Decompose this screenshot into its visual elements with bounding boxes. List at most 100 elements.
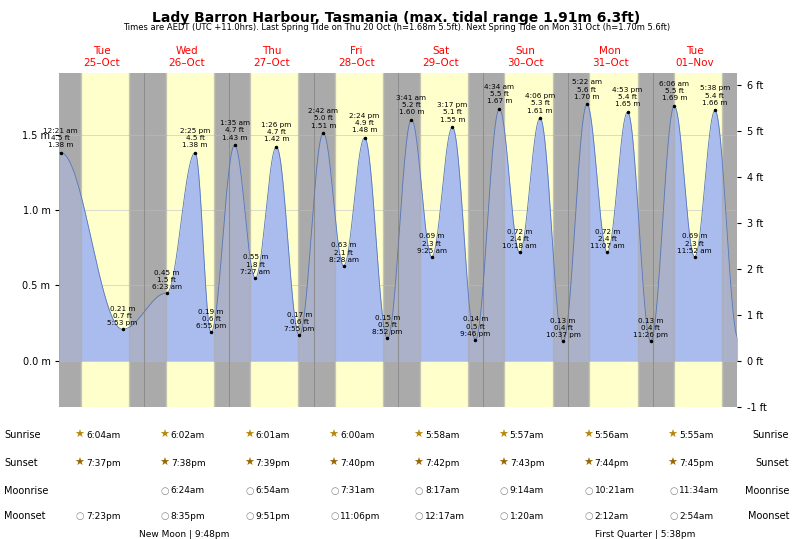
Bar — [638, 73, 653, 407]
Text: Moonrise: Moonrise — [745, 486, 789, 496]
Text: 8:35pm: 8:35pm — [170, 512, 205, 521]
Text: ★: ★ — [75, 458, 84, 468]
Text: 2:54am: 2:54am — [680, 512, 714, 521]
Bar — [553, 73, 568, 407]
Bar — [144, 73, 166, 407]
Text: ○: ○ — [415, 486, 423, 496]
Text: 2:24 pm
4.9 ft
1.48 m: 2:24 pm 4.9 ft 1.48 m — [350, 113, 380, 133]
Text: 4:34 am
5.5 ft
1.67 m: 4:34 am 5.5 ft 1.67 m — [485, 84, 515, 105]
Text: ○: ○ — [76, 511, 84, 521]
Bar — [251, 73, 298, 407]
Text: 7:44pm: 7:44pm — [595, 459, 629, 467]
Text: Sunrise: Sunrise — [753, 430, 789, 440]
Text: ★: ★ — [583, 458, 593, 468]
Text: 0.72 m
2.4 ft
10:18 am: 0.72 m 2.4 ft 10:18 am — [502, 229, 537, 249]
Text: First Quarter | 5:38pm: First Quarter | 5:38pm — [595, 530, 695, 539]
Text: 1:26 pm
4.7 ft
1.42 m: 1:26 pm 4.7 ft 1.42 m — [261, 122, 292, 142]
Text: ★: ★ — [498, 430, 508, 440]
Text: Sunset: Sunset — [4, 458, 37, 468]
Text: 6:00am: 6:00am — [340, 431, 374, 440]
Text: 6:04am: 6:04am — [86, 431, 121, 440]
Text: ○: ○ — [245, 486, 254, 496]
Text: Sunset: Sunset — [756, 458, 789, 468]
Text: 5:22 am
5.6 ft
1.70 m: 5:22 am 5.6 ft 1.70 m — [572, 79, 602, 100]
Text: ★: ★ — [75, 430, 84, 440]
Text: 5:38 pm
5.4 ft
1.66 m: 5:38 pm 5.4 ft 1.66 m — [700, 86, 730, 106]
Text: 4:53 pm
5.4 ft
1.65 m: 4:53 pm 5.4 ft 1.65 m — [612, 87, 642, 107]
Text: 2:42 am
5.0 ft
1.51 m: 2:42 am 5.0 ft 1.51 m — [308, 108, 339, 129]
Text: 8:17am: 8:17am — [425, 486, 459, 495]
Text: ○: ○ — [669, 486, 678, 496]
Text: 6:24am: 6:24am — [170, 486, 205, 495]
Text: ★: ★ — [244, 458, 254, 468]
Bar — [468, 73, 483, 407]
Text: ★: ★ — [159, 430, 169, 440]
Text: 5:57am: 5:57am — [510, 431, 544, 440]
Text: ○: ○ — [330, 511, 339, 521]
Text: 1:20am: 1:20am — [510, 512, 544, 521]
Text: 6:02am: 6:02am — [170, 431, 205, 440]
Text: ○: ○ — [584, 486, 593, 496]
Text: 0.14 m
0.5 ft
9:46 pm: 0.14 m 0.5 ft 9:46 pm — [460, 316, 491, 337]
Text: 6:54am: 6:54am — [255, 486, 289, 495]
Bar — [589, 73, 638, 407]
Text: 11:34am: 11:34am — [680, 486, 719, 495]
Text: 7:38pm: 7:38pm — [170, 459, 205, 467]
Bar — [737, 73, 741, 407]
Text: Lady Barron Harbour, Tasmania (max. tidal range 1.91m 6.3ft): Lady Barron Harbour, Tasmania (max. tida… — [152, 11, 641, 25]
Bar — [335, 73, 383, 407]
Bar — [673, 73, 722, 407]
Bar — [383, 73, 398, 407]
Text: 0.45 m
1.5 ft
6:23 am: 0.45 m 1.5 ft 6:23 am — [151, 270, 182, 290]
Text: ★: ★ — [668, 458, 678, 468]
Text: 7:23pm: 7:23pm — [86, 512, 121, 521]
Text: 2:25 pm
4.5 ft
1.38 m: 2:25 pm 4.5 ft 1.38 m — [180, 128, 210, 148]
Bar — [59, 73, 81, 407]
Bar — [166, 73, 213, 407]
Text: 0.69 m
2.3 ft
9:25 am: 0.69 m 2.3 ft 9:25 am — [417, 233, 446, 254]
Text: 6:01am: 6:01am — [255, 431, 290, 440]
Text: ★: ★ — [413, 430, 423, 440]
Text: 9:51pm: 9:51pm — [255, 512, 290, 521]
Bar — [229, 73, 251, 407]
Text: 7:37pm: 7:37pm — [86, 459, 121, 467]
Bar — [653, 73, 673, 407]
Text: 7:42pm: 7:42pm — [425, 459, 459, 467]
Text: 4:06 pm
5.3 ft
1.61 m: 4:06 pm 5.3 ft 1.61 m — [525, 93, 555, 114]
Text: ★: ★ — [328, 430, 339, 440]
Bar — [398, 73, 419, 407]
Text: 9:14am: 9:14am — [510, 486, 544, 495]
Text: 0.63 m
2.1 ft
8:28 am: 0.63 m 2.1 ft 8:28 am — [328, 243, 358, 263]
Text: ○: ○ — [161, 486, 169, 496]
Text: 0.19 m
0.6 ft
6:55 pm: 0.19 m 0.6 ft 6:55 pm — [196, 309, 226, 329]
Text: ★: ★ — [413, 458, 423, 468]
Text: ○: ○ — [415, 511, 423, 521]
Text: Moonrise: Moonrise — [4, 486, 48, 496]
Bar — [314, 73, 335, 407]
Text: 11:06pm: 11:06pm — [340, 512, 381, 521]
Bar — [504, 73, 553, 407]
Text: 12:21 am
4.5 ft
1.38 m: 12:21 am 4.5 ft 1.38 m — [44, 128, 78, 148]
Text: Moonset: Moonset — [4, 511, 45, 521]
Text: 0.13 m
0.4 ft
10:37 pm: 0.13 m 0.4 ft 10:37 pm — [546, 318, 580, 338]
Text: 0.55 m
1.8 ft
7:27 am: 0.55 m 1.8 ft 7:27 am — [240, 254, 270, 275]
Text: 7:45pm: 7:45pm — [680, 459, 714, 467]
Text: 0.69 m
2.3 ft
11:52 am: 0.69 m 2.3 ft 11:52 am — [677, 233, 712, 254]
Text: 5:55am: 5:55am — [680, 431, 714, 440]
Text: ★: ★ — [498, 458, 508, 468]
Text: ★: ★ — [328, 458, 339, 468]
Bar — [213, 73, 229, 407]
Text: Moonset: Moonset — [748, 511, 789, 521]
Text: 12:17am: 12:17am — [425, 512, 465, 521]
Text: 7:40pm: 7:40pm — [340, 459, 375, 467]
Bar — [419, 73, 468, 407]
Bar — [722, 73, 737, 407]
Text: 3:41 am
5.2 ft
1.60 m: 3:41 am 5.2 ft 1.60 m — [396, 94, 427, 115]
Text: Sunrise: Sunrise — [4, 430, 40, 440]
Bar — [128, 73, 144, 407]
Bar — [298, 73, 314, 407]
Text: ★: ★ — [583, 430, 593, 440]
Text: ★: ★ — [668, 430, 678, 440]
Text: New Moon | 9:48pm: New Moon | 9:48pm — [139, 530, 229, 539]
Text: 10:21am: 10:21am — [595, 486, 634, 495]
